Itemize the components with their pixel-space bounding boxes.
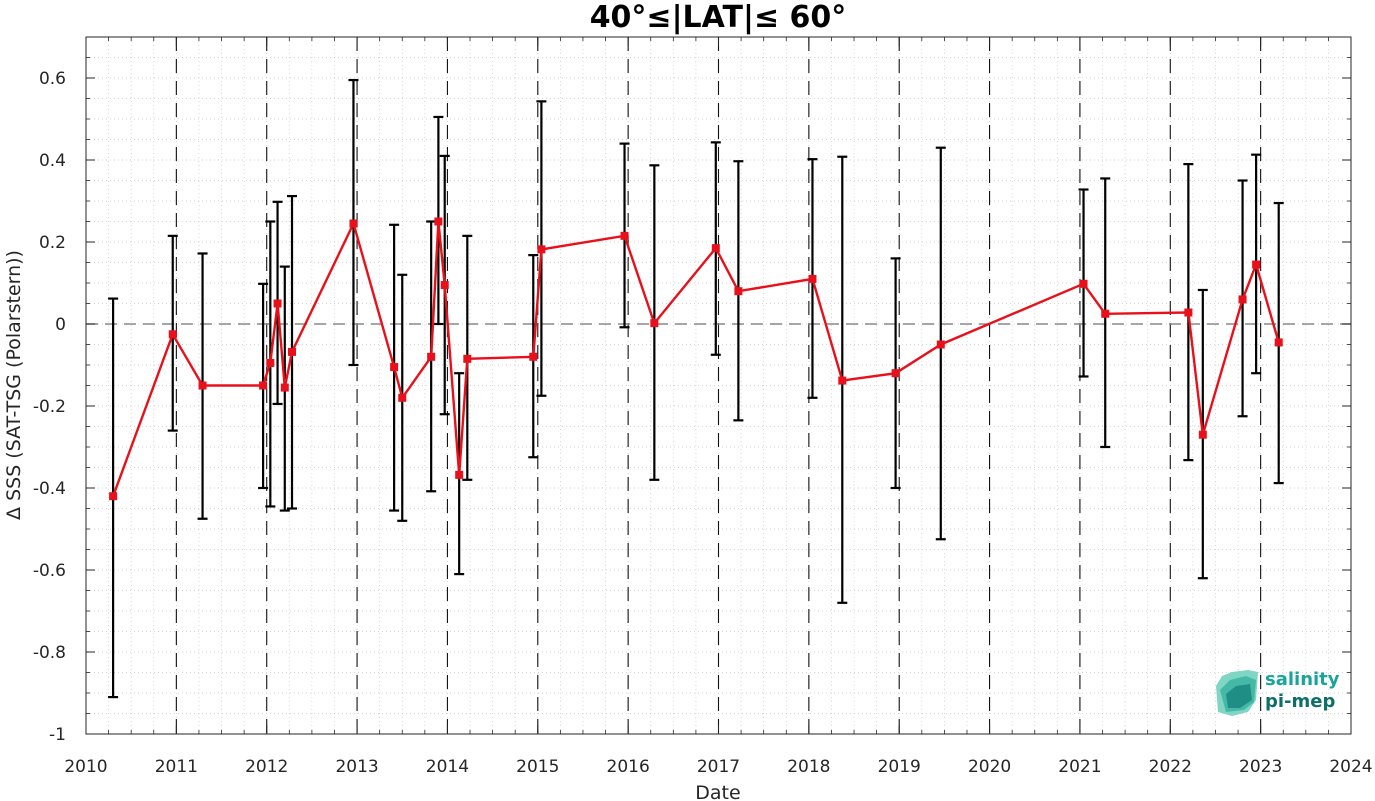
data-point-marker <box>734 287 743 296</box>
series-markers <box>109 217 1283 501</box>
y-tick-label: 0.6 <box>39 69 66 89</box>
data-point-marker <box>288 347 297 356</box>
x-tick-label: 2017 <box>697 757 740 777</box>
data-point-marker <box>440 281 449 290</box>
data-point-marker <box>838 376 847 385</box>
y-tick-label: -0.4 <box>33 479 66 499</box>
x-tick-label: 2016 <box>607 757 650 777</box>
data-point-marker <box>168 330 177 339</box>
data-point-marker <box>273 299 282 308</box>
data-point-marker <box>808 274 817 283</box>
x-tick-label: 2018 <box>787 757 830 777</box>
y-tick-labels: -1 -0.8 -0.6 -0.4 -0.2 0 0.2 0.4 0.6 <box>33 69 66 745</box>
data-point-marker <box>1198 430 1207 439</box>
data-point-marker <box>280 383 289 392</box>
data-point-marker <box>390 363 399 372</box>
y-axis-title: Δ SSS (SAT-TSG (Polarstern)) <box>3 250 25 520</box>
data-point-marker <box>349 219 358 228</box>
x-tick-label: 2019 <box>878 757 921 777</box>
y-tick-label: -0.6 <box>33 561 66 581</box>
y-tick-label: -1 <box>49 725 66 745</box>
data-point-marker <box>1274 338 1283 347</box>
data-point-marker <box>891 369 900 378</box>
logo-wave-icon <box>1216 670 1258 716</box>
x-tick-label: 2023 <box>1239 757 1282 777</box>
data-point-marker <box>266 358 275 367</box>
data-point-marker <box>1238 295 1247 304</box>
data-point-marker <box>198 381 207 390</box>
chart-title: 40°≤|LAT|≤ 60° <box>590 0 847 35</box>
y-tick-label: -0.8 <box>33 643 66 663</box>
axis-ticks <box>85 36 1352 735</box>
data-point-marker <box>711 244 720 253</box>
data-point-marker <box>398 393 407 402</box>
data-point-marker <box>259 381 268 390</box>
data-point-marker <box>455 470 464 479</box>
data-point-marker <box>1184 308 1193 317</box>
x-tick-label: 2021 <box>1058 757 1101 777</box>
y-tick-label: 0.4 <box>39 151 66 171</box>
x-tick-labels: 2010 2011 2012 2013 2014 2015 2016 2017 2018 2019… <box>64 757 1372 777</box>
x-tick-label: 2015 <box>516 757 559 777</box>
logo-text-pi-mep: pi-mep <box>1265 691 1335 712</box>
data-point-marker <box>620 231 629 240</box>
data-point-marker <box>936 340 945 349</box>
x-tick-label: 2024 <box>1329 757 1372 777</box>
data-point-marker <box>434 217 443 226</box>
data-point-marker <box>650 319 659 328</box>
year-separators <box>175 37 1262 734</box>
logo-text-salinity: salinity <box>1265 669 1340 690</box>
x-tick-label: 2011 <box>155 757 198 777</box>
data-point-marker <box>529 352 538 361</box>
x-tick-label: 2020 <box>968 757 1011 777</box>
data-point-marker <box>463 354 472 363</box>
x-tick-label: 2010 <box>64 757 107 777</box>
x-tick-label: 2014 <box>426 757 469 777</box>
y-tick-label: -0.2 <box>33 397 66 417</box>
x-axis-title: Date <box>695 782 740 801</box>
data-point-marker <box>1079 279 1088 288</box>
x-tick-label: 2013 <box>335 757 378 777</box>
data-point-marker <box>427 352 436 361</box>
x-tick-label: 2022 <box>1149 757 1192 777</box>
y-tick-label: 0 <box>55 315 66 335</box>
data-point-marker <box>1101 309 1110 318</box>
y-tick-label: 0.2 <box>39 233 66 253</box>
salinity-pi-mep-logo: salinity pi-mep <box>1216 669 1340 716</box>
data-point-marker <box>1252 260 1261 269</box>
data-point-marker <box>537 245 546 254</box>
x-tick-label: 2012 <box>245 757 288 777</box>
data-point-marker <box>109 492 118 501</box>
